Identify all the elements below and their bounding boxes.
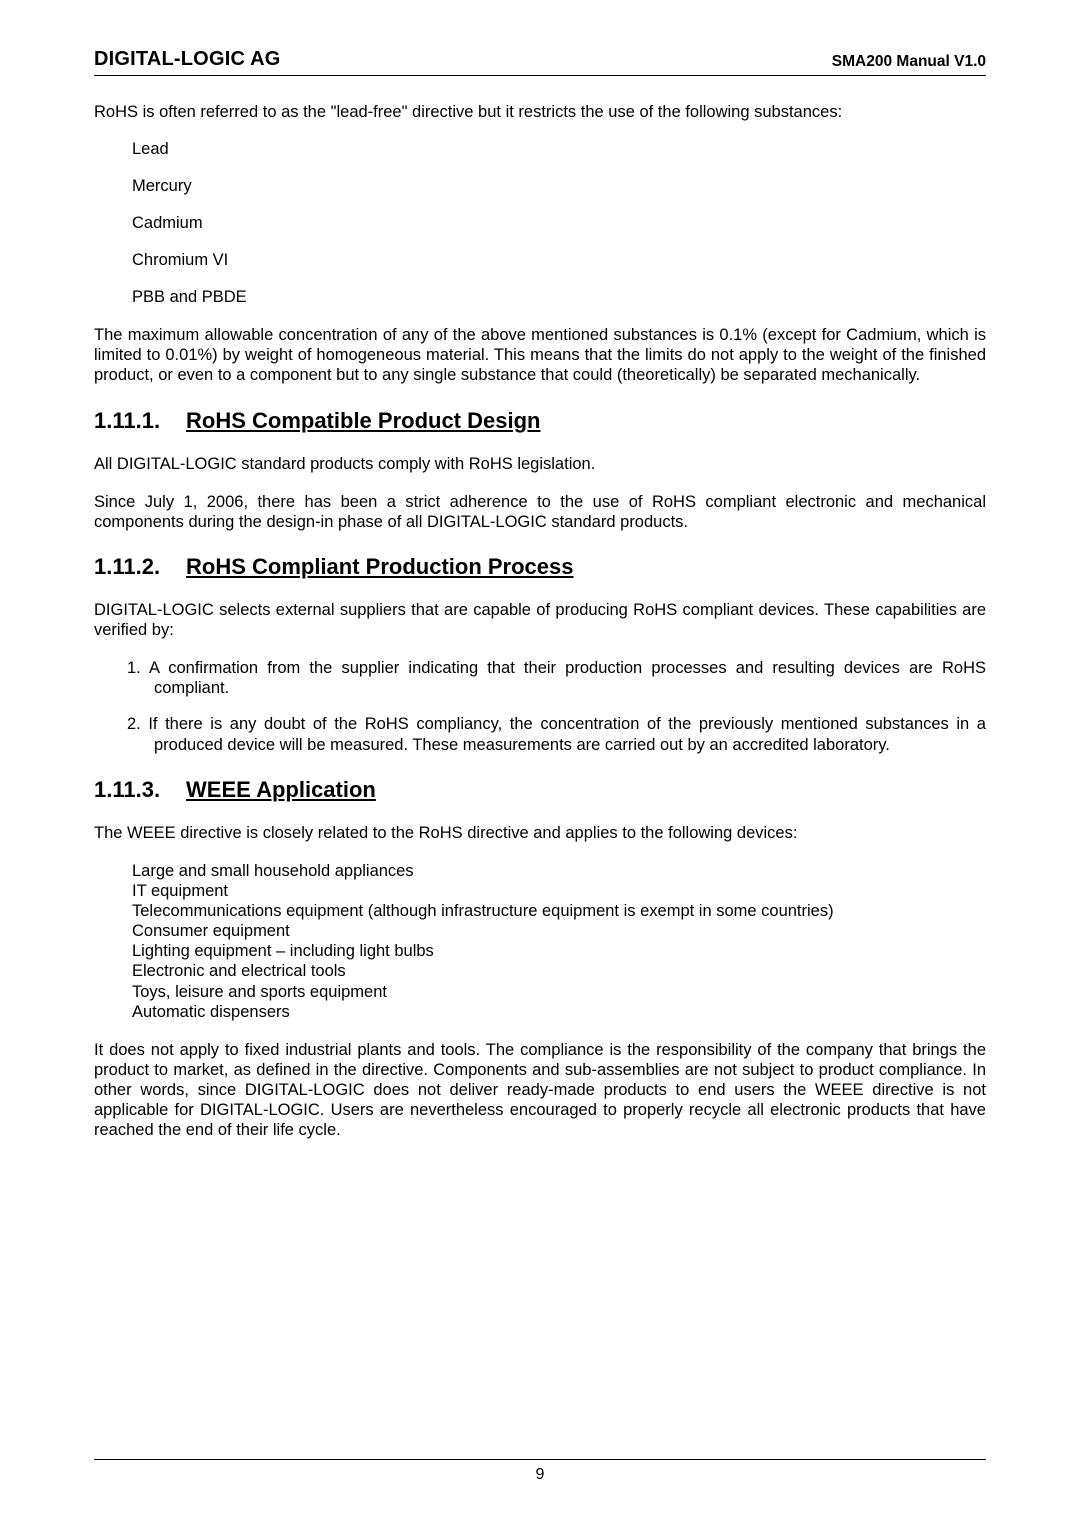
section-number: 1.11.1. (94, 408, 186, 434)
list-item: Consumer equipment (132, 921, 986, 941)
s3-paragraph-2: It does not apply to fixed industrial pl… (94, 1040, 986, 1141)
verification-list: 1. A confirmation from the supplier indi… (118, 658, 986, 755)
page-header: DIGITAL-LOGIC AG SMA200 Manual V1.0 (94, 48, 986, 76)
section-number: 1.11.2. (94, 554, 186, 580)
list-item: PBB and PBDE (132, 288, 986, 307)
list-item: Chromium VI (132, 251, 986, 270)
section-title: RoHS Compatible Product Design (186, 408, 540, 433)
list-item: 1. A confirmation from the supplier indi… (118, 658, 986, 698)
max-concentration-paragraph: The maximum allowable concentration of a… (94, 325, 986, 385)
section-title: RoHS Compliant Production Process (186, 554, 574, 579)
page-footer: 9 (94, 1459, 986, 1484)
substance-list: Lead Mercury Cadmium Chromium VI PBB and… (132, 140, 986, 307)
section-title: WEEE Application (186, 777, 376, 802)
s3-paragraph-1: The WEEE directive is closely related to… (94, 823, 986, 843)
list-item: Automatic dispensers (132, 1002, 986, 1022)
device-list: Large and small household appliances IT … (132, 861, 986, 1022)
section-number: 1.11.3. (94, 777, 186, 803)
s2-paragraph-1: DIGITAL-LOGIC selects external suppliers… (94, 600, 986, 640)
list-item: Cadmium (132, 214, 986, 233)
section-heading-1: 1.11.1.RoHS Compatible Product Design (94, 408, 986, 434)
list-item: Electronic and electrical tools (132, 961, 986, 981)
list-item: Toys, leisure and sports equipment (132, 982, 986, 1002)
page-number: 9 (536, 1466, 545, 1483)
list-item: Large and small household appliances (132, 861, 986, 881)
list-item: Lighting equipment – including light bul… (132, 941, 986, 961)
section-heading-2: 1.11.2.RoHS Compliant Production Process (94, 554, 986, 580)
header-company: DIGITAL-LOGIC AG (94, 48, 281, 71)
page-content: DIGITAL-LOGIC AG SMA200 Manual V1.0 RoHS… (0, 0, 1080, 1140)
header-manual: SMA200 Manual V1.0 (832, 53, 986, 71)
list-item: Lead (132, 140, 986, 159)
s1-paragraph-2: Since July 1, 2006, there has been a str… (94, 492, 986, 532)
list-item: 2. If there is any doubt of the RoHS com… (118, 714, 986, 754)
intro-paragraph: RoHS is often referred to as the "lead-f… (94, 102, 986, 122)
s1-paragraph-1: All DIGITAL-LOGIC standard products comp… (94, 454, 986, 474)
list-item: Telecommunications equipment (although i… (132, 901, 986, 921)
list-item: Mercury (132, 177, 986, 196)
section-heading-3: 1.11.3.WEEE Application (94, 777, 986, 803)
list-item: IT equipment (132, 881, 986, 901)
